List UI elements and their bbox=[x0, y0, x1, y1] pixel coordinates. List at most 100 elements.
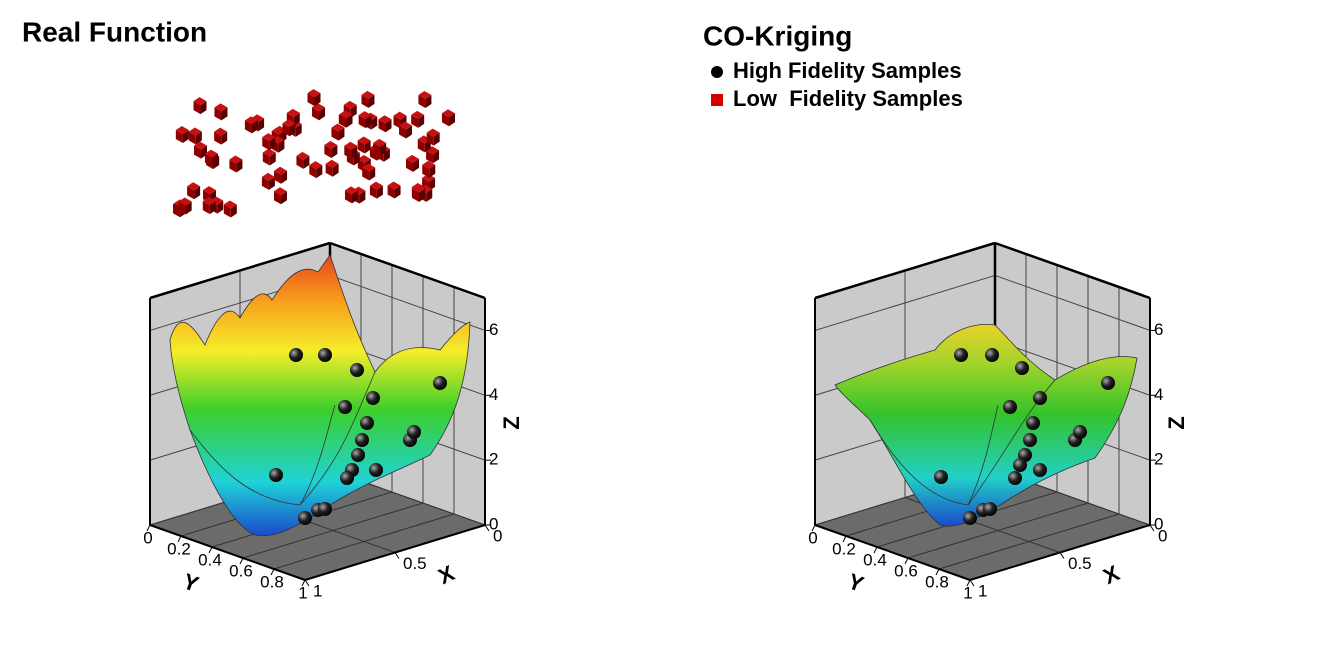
sample-marker bbox=[355, 433, 369, 447]
x-axis-label: X bbox=[434, 560, 458, 589]
cube-top bbox=[361, 90, 375, 99]
tick-mark bbox=[239, 557, 244, 565]
sample-marker bbox=[1101, 376, 1115, 390]
cube-top bbox=[344, 186, 358, 195]
sample-marker bbox=[985, 348, 999, 362]
sample-marker bbox=[366, 391, 380, 405]
cube-top bbox=[373, 138, 387, 147]
cube-side bbox=[278, 139, 285, 153]
cube-side bbox=[194, 186, 201, 200]
cube-front bbox=[193, 145, 201, 159]
chart-title: CO-Kriging bbox=[703, 20, 852, 51]
sample-marker bbox=[289, 348, 303, 362]
sample-marker bbox=[433, 376, 447, 390]
axis-edge bbox=[149, 241, 331, 300]
cube-side bbox=[433, 132, 440, 146]
z-tick-label: 4 bbox=[1154, 385, 1163, 404]
cube-top bbox=[331, 123, 345, 132]
cube-front bbox=[262, 152, 270, 166]
tick-mark bbox=[1149, 524, 1155, 532]
axis-edge bbox=[329, 241, 486, 300]
cube-side bbox=[269, 152, 276, 166]
cube-top bbox=[325, 159, 339, 168]
cube-front bbox=[387, 185, 395, 199]
grid-line bbox=[938, 513, 1120, 570]
cube-front bbox=[178, 201, 186, 215]
y-tick-label: 0 bbox=[143, 528, 152, 547]
cube-side bbox=[182, 130, 189, 144]
z-axis-label: Z bbox=[499, 416, 524, 429]
cube-front bbox=[274, 170, 282, 184]
cube-side bbox=[293, 112, 300, 126]
grid-line bbox=[242, 502, 424, 559]
surface bbox=[169, 254, 471, 537]
tick-mark bbox=[1059, 552, 1065, 559]
cube-top bbox=[362, 163, 376, 172]
x-tick-label: 1 bbox=[978, 581, 987, 600]
cube-side bbox=[230, 204, 237, 218]
cube-top bbox=[229, 155, 243, 164]
tick-mark bbox=[208, 546, 213, 554]
low-fidelity-samples bbox=[173, 89, 455, 218]
sample-marker bbox=[954, 348, 968, 362]
sample-marker bbox=[318, 502, 332, 516]
cube-side bbox=[251, 120, 258, 134]
cube-top bbox=[412, 184, 426, 193]
cube-side bbox=[448, 113, 455, 127]
cube-top bbox=[393, 111, 407, 120]
cube-top bbox=[352, 186, 366, 195]
cube-top bbox=[187, 182, 201, 191]
x-tick-label: 0 bbox=[493, 526, 502, 545]
cube-side bbox=[295, 123, 302, 137]
cube-front bbox=[244, 120, 252, 134]
tick-mark bbox=[904, 557, 909, 565]
chart-title: Real Function bbox=[22, 16, 207, 47]
cube-front bbox=[307, 93, 315, 107]
surface bbox=[834, 324, 1138, 527]
sample-marker bbox=[407, 425, 421, 439]
tick-mark bbox=[935, 568, 940, 576]
cube-front bbox=[193, 101, 201, 115]
x-tick-label: 0.5 bbox=[403, 554, 427, 573]
cube-top bbox=[387, 181, 401, 190]
cube-top bbox=[273, 187, 287, 196]
sample-marker bbox=[340, 471, 354, 485]
cube-front bbox=[358, 115, 366, 129]
cube-front bbox=[362, 167, 370, 181]
cube-top bbox=[214, 103, 228, 112]
cube-top bbox=[286, 108, 300, 117]
sample-marker bbox=[360, 416, 374, 430]
y-tick-label: 0.8 bbox=[925, 572, 949, 591]
cube-top bbox=[210, 196, 224, 205]
sample-marker bbox=[934, 470, 948, 484]
cube-side bbox=[185, 201, 192, 215]
cube-front bbox=[204, 153, 212, 167]
tick-mark bbox=[842, 535, 847, 543]
sample-marker bbox=[338, 400, 352, 414]
cube-side bbox=[371, 116, 378, 130]
y-axis-label: Y bbox=[180, 568, 203, 597]
y-tick-label: 0.4 bbox=[863, 550, 887, 569]
cube-top bbox=[262, 148, 276, 157]
cube-side bbox=[280, 191, 287, 205]
cube-side bbox=[319, 107, 326, 121]
cube-front bbox=[214, 131, 222, 145]
cube-side bbox=[418, 114, 425, 128]
z-tick-label: 6 bbox=[1154, 320, 1163, 339]
sample-marker bbox=[963, 511, 977, 525]
surfaces bbox=[169, 89, 1138, 537]
cube-front bbox=[325, 163, 333, 177]
tick-mark bbox=[966, 579, 971, 587]
sample-marker bbox=[350, 363, 364, 377]
tick-mark bbox=[969, 579, 975, 587]
cube-side bbox=[365, 115, 372, 129]
tick-mark bbox=[811, 524, 816, 532]
surface-ridge bbox=[189, 371, 376, 506]
cube-front bbox=[406, 158, 414, 172]
cube-top bbox=[296, 151, 310, 160]
tick-mark bbox=[146, 524, 151, 532]
cube-front bbox=[262, 137, 270, 151]
cube-front bbox=[344, 190, 352, 204]
x-axis-label: X bbox=[1099, 560, 1123, 589]
cube-side bbox=[359, 190, 366, 204]
